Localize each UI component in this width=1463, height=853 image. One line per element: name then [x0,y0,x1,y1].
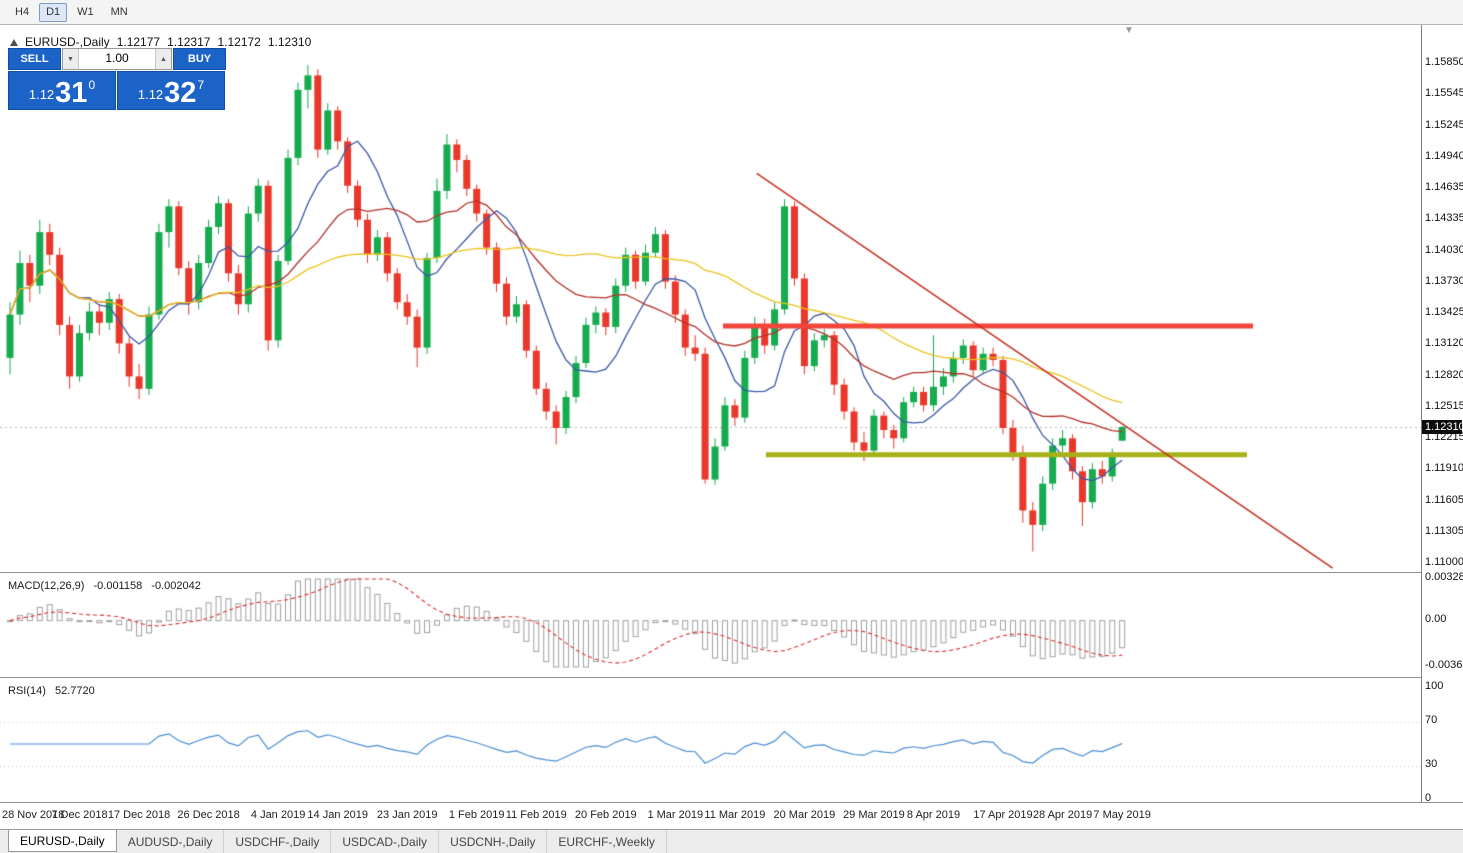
price-axis-label: 1.14030 [1425,243,1463,256]
price-axis-label: 1.11305 [1425,524,1463,537]
date-axis-label: 20 Mar 2019 [773,809,836,821]
volume-decrease-button[interactable]: ▼ [63,49,79,69]
price-axis-label: 1.14940 [1425,149,1463,162]
sell-price-big: 31 [55,77,88,109]
timeframe-button-mn[interactable]: MN [110,5,128,18]
price-axis-label: 1.11000 [1425,556,1463,568]
arrow-down-icon: ▼ [67,55,74,63]
date-axis-label: 23 Jan 2019 [376,809,438,821]
date-axis-label: 29 Mar 2019 [843,809,905,821]
date-axis-label: 17 Dec 2018 [107,809,171,821]
date-axis-label: 11 Feb 2019 [505,809,567,821]
arrow-up-icon: ▲ [160,55,167,63]
rsi-pane: RSI(14) 52.7720 [0,677,1421,803]
chart-tab-audusd-daily[interactable]: AUDUSD-,Daily [117,830,225,853]
date-axis-label: 1 Mar 2019 [647,809,704,821]
macd-pane: MACD(12,26,9) -0.001158 -0.002042 [0,572,1421,678]
rsi-title: RSI(14) [8,685,46,697]
chart-tab-usdchf-daily[interactable]: USDCHF-,Daily [224,830,332,853]
price-axis[interactable]: 1.12310 1.15850 1.15545 1.15245 1.14940 1.14… [1421,25,1463,804]
ohlc-low: 1.12172 [217,35,261,49]
timeframe-button-d1[interactable]: D1 [39,2,68,22]
price-axis-label: 1.11605 [1425,493,1463,506]
price-axis-label: 1.13425 [1425,306,1463,318]
volume-input[interactable]: 1.00 [105,51,129,65]
price-axis-label: 1.14635 [1425,181,1463,193]
price-axis-label: 1.11910 [1425,462,1463,475]
rsi-axis-label: 0 [1425,792,1432,804]
chart-tab-bar: EURUSD-,Daily AUDUSD-,Daily USDCHF-,Daily U… [0,829,1463,853]
date-axis-label: 14 Jan 2019 [307,809,368,821]
date-axis-label: 26 Dec 2018 [177,809,240,821]
price-axis-label: 1.12820 [1425,368,1463,381]
macd-canvas[interactable] [0,574,1421,678]
ohlc-high: 1.12317 [167,35,211,49]
chart-tab-usdcnh-daily[interactable]: USDCNH-,Daily [439,830,548,853]
price-axis-label: 1.12515 [1425,399,1463,412]
rsi-label: RSI(14) 52.7720 [8,685,101,697]
date-axis-label: 7 May 2019 [1093,809,1151,821]
rsi-value: 52.7720 [54,685,95,697]
timeframe-button-w1[interactable]: W1 [77,5,94,18]
sell-price-base: 1.12 [28,87,55,102]
chart-symbol-label: EURUSD-,Daily [25,35,110,49]
rsi-axis-label: 70 [1425,713,1438,726]
date-axis-label: 7 Dec 2018 [51,809,108,821]
main-chart-canvas[interactable] [0,25,1421,572]
date-axis-label: 8 Apr 2019 [906,809,961,821]
price-axis-label: 1.15850 [1425,56,1463,68]
macd-value-main: -0.001158 [93,580,143,592]
date-axis-label: 28 Apr 2019 [1032,809,1093,821]
date-axis-label: 28 Nov 2018 [2,809,65,821]
volume-increase-button[interactable]: ▲ [155,49,171,69]
rsi-axis-label: 30 [1425,758,1438,771]
chart-window: EURUSD-,Daily 1.12177 1.12317 1.12172 1.… [0,25,1463,829]
macd-label: MACD(12,26,9) -0.001158 -0.002042 [8,580,207,592]
sell-price-sup: 0 [88,78,96,92]
buy-price-sup: 7 [197,78,205,92]
macd-axis-label: -0.003659 [1425,659,1463,671]
buy-price-big: 32 [164,77,197,109]
price-axis-label: 1.13120 [1425,337,1463,350]
chart-tab-eurusd-daily[interactable]: EURUSD-,Daily [8,830,117,852]
macd-value-signal: -0.002042 [151,580,201,592]
buy-price-base: 1.12 [137,87,164,102]
date-axis-label: 4 Jan 2019 [250,809,306,821]
price-axis-label: 1.14335 [1425,212,1463,225]
price-axis-label: 1.12215 [1425,431,1463,443]
one-click-trading-panel: SELL ▼ 1.00 ▲ BUY 1.12 31 0 1.12 32 7 [8,48,226,110]
price-axis-label: 1.13730 [1425,274,1463,287]
macd-axis-label: 0.00 [1425,612,1447,625]
current-price-badge: 1.12310 [1422,420,1463,434]
timeframe-toolbar: H4 D1 W1 MN [0,0,1463,25]
date-axis-label: 20 Feb 2019 [574,809,637,821]
ohlc-close: 1.12310 [267,35,312,49]
chart-tab-eurchf-weekly[interactable]: EURCHF-,Weekly [547,830,667,853]
price-axis-label: 1.15245 [1425,118,1463,131]
chart-title: EURUSD-,Daily 1.12177 1.12317 1.12172 1.… [10,35,311,49]
timeframe-button-h4[interactable]: H4 [15,5,30,18]
price-axis-label: 1.15545 [1425,87,1463,100]
macd-axis-label: 0.003287 [1425,571,1463,583]
rsi-axis-label: 100 [1425,680,1444,692]
buy-button[interactable]: BUY [173,48,226,70]
macd-title: MACD(12,26,9) [8,580,85,592]
symbol-marker-icon [10,38,18,46]
chart-tab-usdcad-daily[interactable]: USDCAD-,Daily [331,830,440,853]
volume-stepper: ▼ 1.00 ▲ [62,48,172,70]
date-axis-label: 11 Mar 2019 [704,809,766,821]
date-axis[interactable]: 28 Nov 2018 7 Dec 2018 17 Dec 2018 26 Dec 2… [0,802,1463,829]
sell-button[interactable]: SELL [8,48,61,70]
sell-price-button[interactable]: 1.12 31 0 [8,71,116,110]
buy-price-button[interactable]: 1.12 32 7 [117,71,225,110]
ohlc-open: 1.12177 [116,35,161,49]
date-axis-label: 17 Apr 2019 [973,809,1033,821]
date-axis-label: 1 Feb 2019 [448,809,505,821]
chevron-down-icon[interactable]: ▼ [1124,25,1134,36]
rsi-canvas[interactable] [0,679,1421,803]
